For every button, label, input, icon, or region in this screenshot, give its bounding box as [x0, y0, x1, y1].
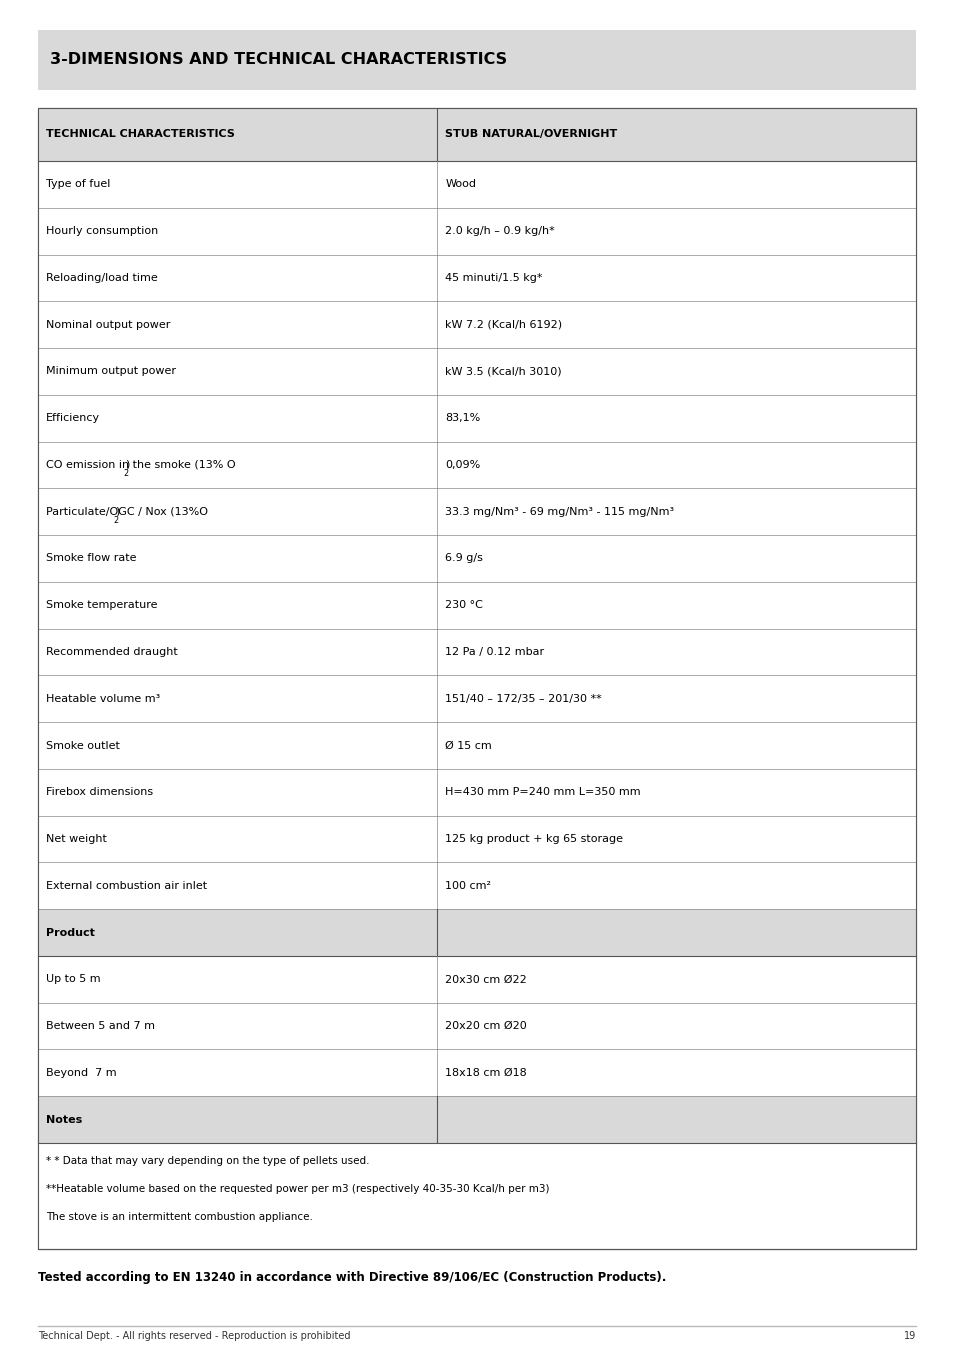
- Text: The stove is an intermittent combustion appliance.: The stove is an intermittent combustion …: [46, 1212, 313, 1221]
- Bar: [38, 1097, 915, 1143]
- Text: 6.9 g/s: 6.9 g/s: [445, 554, 483, 563]
- Bar: [38, 108, 915, 161]
- Text: Smoke outlet: Smoke outlet: [46, 741, 120, 750]
- Text: **Heatable volume based on the requested power per m3 (respectively 40-35-30 Kca: **Heatable volume based on the requested…: [46, 1183, 549, 1194]
- Text: Particulate/OGC / Nox (13%O: Particulate/OGC / Nox (13%O: [46, 506, 208, 517]
- Bar: [38, 441, 915, 489]
- Text: Wood: Wood: [445, 179, 476, 190]
- Text: Efficiency: Efficiency: [46, 413, 100, 424]
- Text: 0,09%: 0,09%: [445, 460, 480, 470]
- Bar: [38, 30, 915, 89]
- Text: TECHNICAL CHARACTERISTICS: TECHNICAL CHARACTERISTICS: [46, 130, 234, 139]
- Text: 230 °C: 230 °C: [445, 600, 483, 611]
- Bar: [38, 489, 915, 535]
- Bar: [38, 207, 915, 255]
- Text: 2: 2: [113, 516, 118, 524]
- Text: Smoke temperature: Smoke temperature: [46, 600, 157, 611]
- Text: Heatable volume m³: Heatable volume m³: [46, 693, 160, 704]
- Text: Minimum output power: Minimum output power: [46, 367, 175, 376]
- Text: Technical Dept. - All rights reserved - Reproduction is prohibited: Technical Dept. - All rights reserved - …: [38, 1331, 350, 1340]
- Text: Hourly consumption: Hourly consumption: [46, 226, 158, 236]
- Text: ): ): [125, 460, 130, 470]
- Bar: [38, 302, 915, 348]
- Bar: [38, 722, 915, 769]
- Text: 19: 19: [902, 1331, 915, 1340]
- Text: Ø 15 cm: Ø 15 cm: [445, 741, 492, 750]
- Text: External combustion air inlet: External combustion air inlet: [46, 881, 207, 891]
- Text: Smoke flow rate: Smoke flow rate: [46, 554, 136, 563]
- Text: Net weight: Net weight: [46, 834, 107, 844]
- Text: Recommended draught: Recommended draught: [46, 647, 177, 657]
- Text: kW 3.5 (Kcal/h 3010): kW 3.5 (Kcal/h 3010): [445, 367, 561, 376]
- Text: 2: 2: [123, 468, 129, 478]
- Text: kW 7.2 (Kcal/h 6192): kW 7.2 (Kcal/h 6192): [445, 320, 562, 329]
- Bar: [38, 535, 915, 582]
- Text: 2.0 kg/h – 0.9 kg/h*: 2.0 kg/h – 0.9 kg/h*: [445, 226, 555, 236]
- Text: Nominal output power: Nominal output power: [46, 320, 171, 329]
- Text: Type of fuel: Type of fuel: [46, 179, 111, 190]
- Text: 125 kg product + kg 65 storage: 125 kg product + kg 65 storage: [445, 834, 623, 844]
- Text: 83,1%: 83,1%: [445, 413, 480, 424]
- Bar: [38, 909, 915, 956]
- Text: 33.3 mg/Nm³ - 69 mg/Nm³ - 115 mg/Nm³: 33.3 mg/Nm³ - 69 mg/Nm³ - 115 mg/Nm³: [445, 506, 674, 517]
- Text: 12 Pa / 0.12 mbar: 12 Pa / 0.12 mbar: [445, 647, 544, 657]
- Bar: [38, 862, 915, 909]
- Text: 18x18 cm Ø18: 18x18 cm Ø18: [445, 1068, 527, 1078]
- Bar: [38, 348, 915, 395]
- Text: Notes: Notes: [46, 1114, 82, 1125]
- Bar: [38, 582, 915, 628]
- Text: Between 5 and 7 m: Between 5 and 7 m: [46, 1021, 154, 1032]
- Text: 20x30 cm Ø22: 20x30 cm Ø22: [445, 975, 527, 984]
- Bar: [38, 1049, 915, 1097]
- Bar: [38, 255, 915, 302]
- Text: 45 minuti/1.5 kg*: 45 minuti/1.5 kg*: [445, 274, 542, 283]
- Text: Firebox dimensions: Firebox dimensions: [46, 787, 153, 798]
- Text: * * Data that may vary depending on the type of pellets used.: * * Data that may vary depending on the …: [46, 1156, 369, 1166]
- Text: CO emission in the smoke (13% O: CO emission in the smoke (13% O: [46, 460, 235, 470]
- Bar: [38, 108, 915, 1248]
- Bar: [38, 628, 915, 676]
- Text: ): ): [115, 506, 119, 517]
- Bar: [38, 956, 915, 1003]
- Text: Product: Product: [46, 927, 94, 937]
- Text: H=430 mm P=240 mm L=350 mm: H=430 mm P=240 mm L=350 mm: [445, 787, 640, 798]
- Text: Up to 5 m: Up to 5 m: [46, 975, 100, 984]
- Bar: [38, 1003, 915, 1049]
- Bar: [38, 676, 915, 722]
- Bar: [38, 161, 915, 207]
- Text: Reloading/load time: Reloading/load time: [46, 274, 157, 283]
- Bar: [38, 108, 915, 1248]
- Text: 100 cm²: 100 cm²: [445, 881, 491, 891]
- Text: 151/40 – 172/35 – 201/30 **: 151/40 – 172/35 – 201/30 **: [445, 693, 601, 704]
- Text: 20x20 cm Ø20: 20x20 cm Ø20: [445, 1021, 527, 1032]
- Bar: [38, 815, 915, 862]
- Bar: [38, 395, 915, 441]
- Text: 3-DIMENSIONS AND TECHNICAL CHARACTERISTICS: 3-DIMENSIONS AND TECHNICAL CHARACTERISTI…: [50, 53, 507, 68]
- Bar: [38, 769, 915, 815]
- Text: Beyond  7 m: Beyond 7 m: [46, 1068, 116, 1078]
- Text: Tested according to EN 13240 in accordance with Directive 89/106/EC (Constructio: Tested according to EN 13240 in accordan…: [38, 1271, 666, 1284]
- Text: STUB NATURAL/OVERNIGHT: STUB NATURAL/OVERNIGHT: [445, 130, 618, 139]
- Bar: [38, 1143, 915, 1248]
